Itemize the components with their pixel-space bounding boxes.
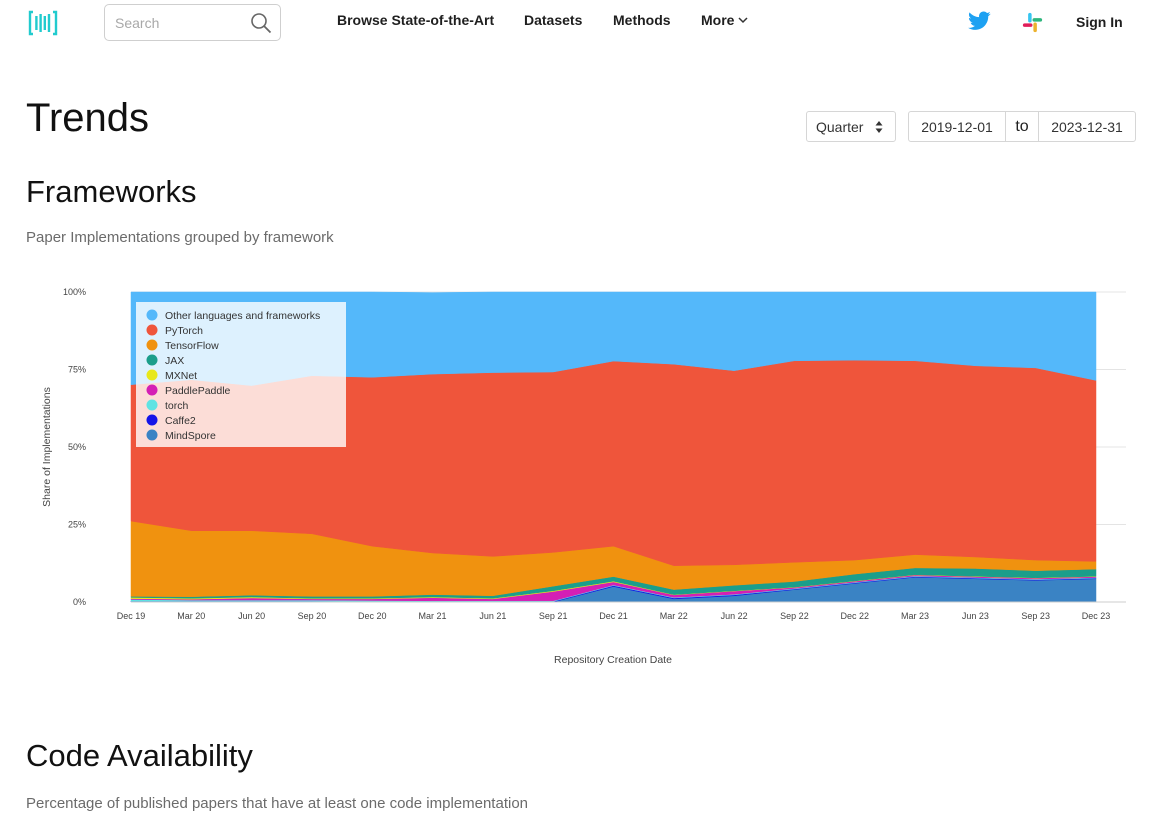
search-box [104, 4, 281, 41]
x-tick-label: Mar 22 [660, 611, 688, 621]
legend-label: MXNet [165, 370, 197, 382]
legend-marker [146, 429, 158, 441]
x-tick-label: Jun 22 [721, 611, 748, 621]
legend-label: MindSpore [165, 430, 216, 442]
legend-label: torch [165, 400, 189, 412]
legend-label: TensorFlow [165, 340, 219, 352]
x-axis-title: Repository Creation Date [554, 654, 672, 666]
legend-marker [146, 354, 158, 366]
legend-box [136, 302, 346, 447]
x-tick-label: Sep 23 [1021, 611, 1050, 621]
nav-browse-sota[interactable]: Browse State-of-the-Art [337, 12, 495, 28]
search-icon[interactable] [250, 12, 272, 34]
date-range: 2019-12-01 to 2023-12-31 [908, 111, 1136, 142]
nav-more-dropdown[interactable]: More [701, 12, 748, 28]
code-availability-title: Code Availability [26, 738, 253, 773]
slack-icon[interactable] [1022, 12, 1043, 33]
date-to-label: to [1006, 111, 1038, 142]
y-tick-label: 25% [68, 520, 86, 530]
nav-datasets[interactable]: Datasets [524, 12, 583, 28]
navbar: Browse State-of-the-Art Datasets Methods… [0, 0, 1163, 46]
legend-marker [146, 369, 158, 381]
x-tick-label: Jun 21 [479, 611, 506, 621]
y-axis-title: Share of Implementations [41, 387, 53, 507]
area-other-languages-and-frameworks [130, 291, 1097, 386]
x-tick-label: Sep 22 [780, 611, 809, 621]
legend-marker [146, 324, 158, 336]
period-select[interactable]: Quarter [806, 111, 896, 142]
page-title: Trends [26, 96, 150, 140]
y-tick-label: 75% [68, 365, 86, 375]
x-tick-label: Sep 21 [539, 611, 568, 621]
chevron-down-icon [738, 16, 748, 23]
frameworks-title: Frameworks [26, 174, 197, 209]
y-tick-label: 50% [68, 442, 86, 452]
period-select-value: Quarter [816, 118, 864, 135]
date-from-input[interactable]: 2019-12-01 [908, 111, 1006, 142]
x-tick-label: Mar 23 [901, 611, 929, 621]
y-tick-label: 100% [63, 287, 86, 297]
twitter-icon[interactable] [968, 11, 991, 31]
frameworks-subtitle: Paper Implementations grouped by framewo… [26, 229, 334, 246]
legend-marker [146, 384, 158, 396]
nav-more-label: More [701, 12, 735, 28]
sign-in-link[interactable]: Sign In [1076, 14, 1123, 30]
x-tick-label: Jun 23 [962, 611, 989, 621]
x-tick-label: Dec 19 [117, 611, 146, 621]
y-tick-label: 0% [73, 597, 86, 607]
code-availability-subtitle: Percentage of published papers that have… [26, 795, 529, 812]
x-tick-label: Dec 23 [1082, 611, 1111, 621]
legend-marker [146, 309, 158, 321]
x-tick-label: Sep 20 [298, 611, 327, 621]
legend-marker [146, 399, 158, 411]
x-tick-label: Mar 21 [419, 611, 447, 621]
legend-label: Other languages and frameworks [165, 310, 320, 322]
papers-with-code-logo[interactable] [28, 10, 58, 36]
legend-marker [146, 339, 158, 351]
legend-marker [146, 414, 158, 426]
legend-label: JAX [165, 355, 184, 367]
frameworks-chart: 0% 25% 50% 75% 100% Dec 19 Mar 20 Jun 20 Sep 20 D… [41, 287, 1126, 666]
nav-methods[interactable]: Methods [613, 12, 671, 28]
legend-label: PaddlePaddle [165, 385, 231, 397]
legend-label: PyTorch [165, 325, 203, 337]
legend-label: Caffe2 [165, 415, 196, 427]
date-to-input[interactable]: 2023-12-31 [1038, 111, 1136, 142]
x-tick-label: Jun 20 [238, 611, 265, 621]
search-input[interactable] [115, 13, 245, 33]
x-tick-label: Dec 20 [358, 611, 387, 621]
x-tick-label: Dec 22 [840, 611, 869, 621]
x-tick-label: Dec 21 [599, 611, 628, 621]
sort-updown-icon [875, 121, 883, 133]
x-tick-label: Mar 20 [177, 611, 205, 621]
